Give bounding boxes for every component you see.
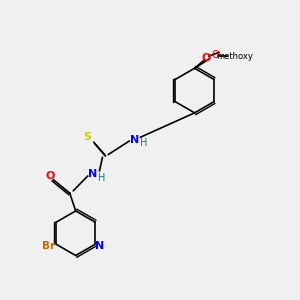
Text: N: N (95, 241, 104, 251)
Text: O: O (45, 171, 55, 181)
Text: N: N (88, 169, 98, 179)
Text: H: H (140, 138, 147, 148)
Text: H: H (98, 173, 106, 183)
Text: N: N (130, 135, 139, 145)
Text: S: S (84, 132, 92, 142)
Text: Br: Br (41, 241, 55, 251)
Text: O: O (211, 50, 220, 61)
Text: methoxy: methoxy (216, 52, 253, 61)
Text: O: O (202, 53, 211, 63)
